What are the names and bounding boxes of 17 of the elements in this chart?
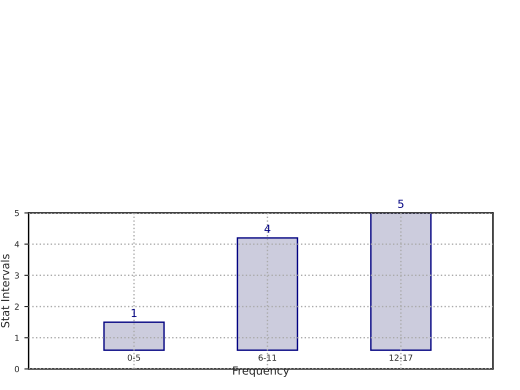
y-tick-label: 0 <box>14 366 20 372</box>
y-tick-label: 1 <box>15 334 19 341</box>
x-tick-label: 6-11 <box>258 354 276 361</box>
x-axis-title: Frequency <box>233 366 290 377</box>
annotation: 1 <box>132 308 137 318</box>
y-tick-label: 2 <box>14 304 19 310</box>
bar <box>236 237 298 351</box>
x-tick-label: 12-17 <box>390 354 412 361</box>
bar <box>103 321 165 351</box>
y-tick-label: 3 <box>14 272 19 279</box>
bar <box>370 212 432 351</box>
annotation: 4 <box>264 224 270 233</box>
annotation: 5 <box>398 200 404 208</box>
y-tick-label: 4 <box>14 241 20 248</box>
x-tick-label: 0-5 <box>128 354 140 361</box>
y-axis-title: Stat Intervals <box>0 254 10 328</box>
y-tick-label: 5 <box>14 210 19 216</box>
